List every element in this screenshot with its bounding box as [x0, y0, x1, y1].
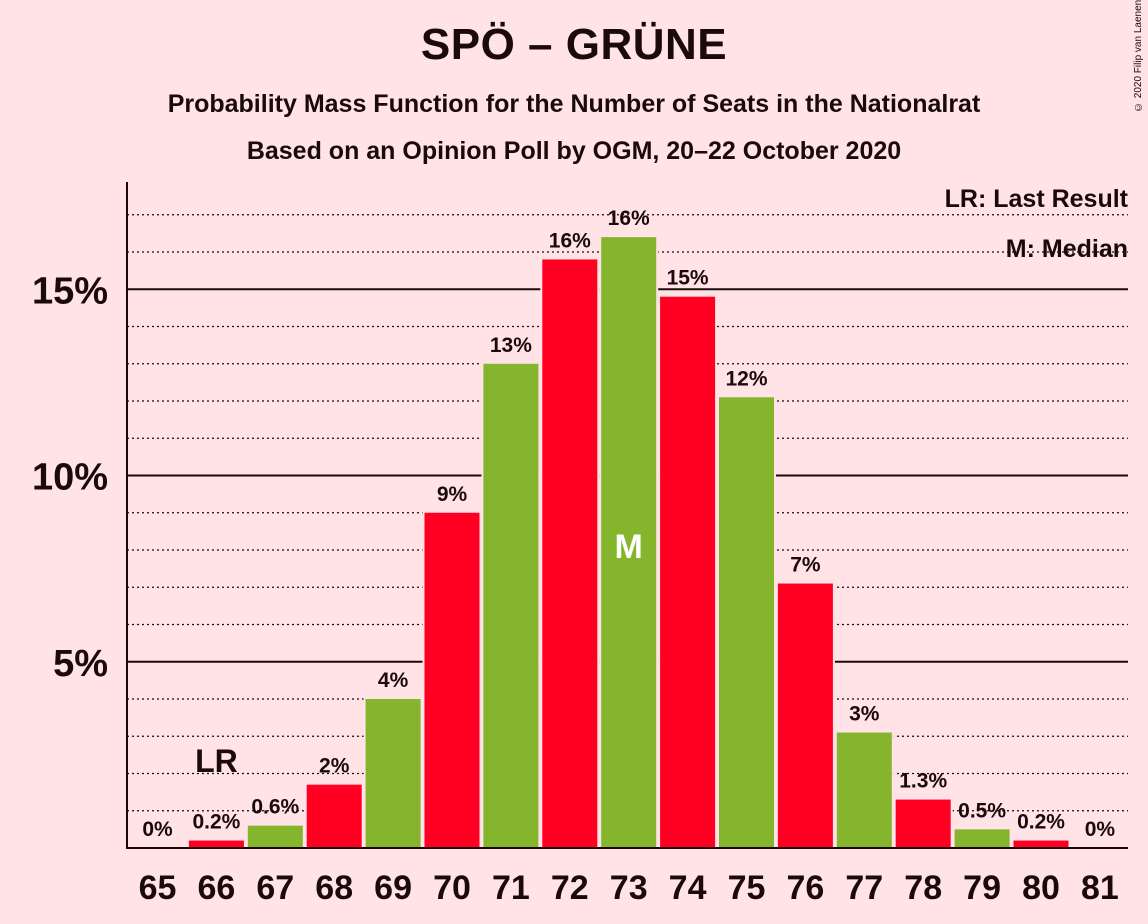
bar-75: [719, 397, 774, 848]
bar-value-label-67: 0.6%: [251, 796, 299, 819]
bar-67: [247, 825, 303, 848]
bar-71: [483, 363, 539, 848]
legend-median: M: Median: [1005, 235, 1128, 263]
bar-value-label-71: 13%: [490, 334, 532, 357]
bar-76: [777, 583, 833, 848]
last-result-marker: LR: [195, 743, 238, 779]
bar-value-label-80: 0.2%: [1017, 811, 1065, 834]
labels: 5% 10% 15% 0% 65 0.2% 66 0.6% 67 2% 68 4% 69 9% 70 13% 7…: [32, 207, 1119, 907]
chart-subtitle: Probability Mass Function for the Number…: [167, 90, 981, 118]
y-tick-label: 15%: [32, 270, 108, 312]
bar-value-label-72: 16%: [549, 229, 591, 252]
x-tick-label-74: 74: [669, 869, 707, 907]
x-tick-label-73: 73: [610, 869, 648, 907]
x-tick-label-75: 75: [728, 869, 766, 907]
bar-value-label-73: 16%: [608, 207, 650, 230]
bars: [186, 235, 1071, 849]
bar-value-label-65: 0%: [142, 818, 173, 841]
x-tick-label-72: 72: [551, 869, 589, 907]
bar-69: [365, 699, 421, 848]
bar-70: [424, 512, 480, 848]
x-tick-label-77: 77: [845, 869, 883, 907]
x-tick-label-66: 66: [197, 869, 235, 907]
x-tick-label-71: 71: [492, 869, 530, 907]
y-tick-label: 5%: [53, 643, 108, 685]
x-tick-label-68: 68: [315, 869, 353, 907]
chart-source-note: Based on an Opinion Poll by OGM, 20–22 O…: [246, 137, 902, 165]
x-tick-label-67: 67: [256, 869, 294, 907]
bar-68: [306, 784, 362, 848]
x-tick-label-78: 78: [904, 869, 942, 907]
x-tick-label-80: 80: [1022, 869, 1060, 907]
bar-72: [542, 259, 598, 848]
bar-value-label-78: 1.3%: [899, 770, 947, 793]
bar-74: [660, 296, 716, 848]
bar-value-label-66: 0.2%: [192, 811, 240, 834]
bar-value-label-70: 9%: [437, 483, 468, 506]
bar-78: [895, 799, 951, 848]
bar-value-label-75: 12%: [725, 367, 767, 390]
x-tick-label-69: 69: [374, 869, 412, 907]
chart-title: SPÖ – GRÜNE: [420, 20, 728, 69]
bar-value-label-77: 3%: [849, 703, 880, 726]
x-tick-label-81: 81: [1081, 869, 1119, 907]
bar-value-label-74: 15%: [667, 267, 709, 290]
bar-value-label-76: 7%: [790, 554, 821, 577]
x-tick-label-65: 65: [139, 869, 177, 907]
bar-73: [601, 237, 657, 849]
bar-77: [836, 732, 892, 848]
bar-79: [954, 829, 1010, 848]
axes: [126, 182, 1128, 849]
bar-80: [1013, 840, 1069, 848]
bar-value-label-81: 0%: [1085, 818, 1116, 841]
bar-value-label-79: 0.5%: [958, 799, 1006, 822]
legend-last-result: LR: Last Result: [944, 185, 1128, 213]
bar-value-label-69: 4%: [378, 669, 409, 692]
x-tick-label-79: 79: [963, 869, 1001, 907]
y-tick-label: 10%: [32, 457, 108, 499]
median-marker: M: [615, 528, 643, 566]
bar-value-label-68: 2%: [319, 755, 350, 778]
x-tick-label-70: 70: [433, 869, 471, 907]
bar-66: [188, 840, 244, 848]
x-tick-label-76: 76: [786, 869, 824, 907]
